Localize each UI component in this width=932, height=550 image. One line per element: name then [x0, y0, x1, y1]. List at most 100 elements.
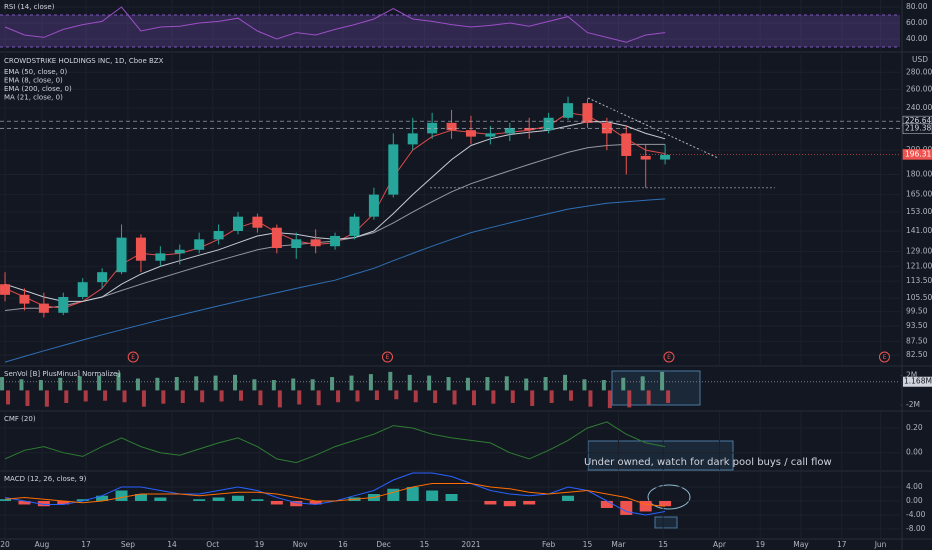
- highlight-box: [611, 370, 701, 406]
- volume-bar: [310, 379, 315, 391]
- candle-body: [77, 282, 88, 297]
- rsi-band: [0, 15, 900, 47]
- legend-entry: EMA (50, close, 0): [4, 68, 67, 76]
- volume-bar: [213, 375, 218, 391]
- x-tick-label: Mar: [611, 540, 626, 549]
- legend-entry: EMA (200, close, 0): [4, 85, 72, 93]
- candle-body: [194, 239, 205, 250]
- x-tick-label: 17: [81, 540, 91, 549]
- last-value-box: [903, 376, 932, 387]
- volume-bar: [180, 390, 185, 403]
- candle-body: [349, 216, 360, 236]
- x-tick-label: Oct: [206, 540, 219, 549]
- y-tick-label: 4.00: [906, 482, 923, 491]
- volume-bar: [465, 377, 470, 391]
- candle-body: [427, 122, 438, 134]
- y-tick-label: 129.00: [906, 247, 932, 256]
- macd-histogram-bar: [0, 499, 12, 501]
- volume-bar: [141, 390, 146, 407]
- candle-body: [388, 144, 399, 195]
- x-tick-label: 14: [167, 540, 177, 549]
- x-tick-label: 16: [338, 540, 348, 549]
- macd-histogram-bar: [37, 500, 50, 507]
- candle-body: [155, 253, 166, 261]
- y-tick-label: 165.00: [906, 190, 932, 199]
- volume-bar: [471, 390, 476, 406]
- volume-bar: [336, 390, 341, 403]
- volume-bar: [524, 378, 529, 391]
- volume-bar: [252, 379, 257, 391]
- volume-bar: [452, 390, 457, 405]
- volume-bar: [413, 390, 418, 403]
- candle-body: [0, 284, 11, 295]
- moving-average: [4, 198, 666, 363]
- candle-body: [504, 128, 515, 134]
- pane-title: SenVol [B] PlusMinus] Normalize]: [4, 370, 120, 378]
- macd-histogram-bar: [251, 499, 264, 501]
- x-tick-label: Sep: [121, 540, 135, 549]
- volume-bar: [446, 377, 451, 391]
- candle-body: [465, 130, 476, 137]
- volume-bar: [155, 377, 160, 391]
- macd-histogram-bar: [639, 500, 652, 512]
- price-label: 196.31: [905, 149, 931, 158]
- y-tick-label: 0.20: [906, 423, 923, 432]
- x-tick-label: 17: [837, 540, 847, 549]
- macd-histogram-bar: [154, 497, 167, 501]
- currency-label: USD: [912, 55, 928, 64]
- volume-bar: [316, 390, 321, 406]
- volume-bar: [407, 374, 412, 391]
- price-label-box: [902, 123, 932, 135]
- earnings-label: E: [131, 354, 135, 361]
- volume-bar: [563, 374, 568, 391]
- x-tick-label: 15: [658, 540, 668, 549]
- macd-histogram-bar: [484, 500, 497, 505]
- volume-bar: [543, 377, 548, 391]
- candle-body: [485, 133, 496, 137]
- macd-histogram-bar: [76, 499, 89, 501]
- candle-body: [660, 154, 671, 160]
- macd-histogram-bar: [503, 500, 516, 507]
- drawings: [587, 97, 734, 529]
- volume-bar: [58, 377, 63, 391]
- x-tick-label: 15: [583, 540, 593, 549]
- earnings-marker: [663, 351, 675, 363]
- volume-bar: [64, 390, 69, 403]
- macd-line: [4, 483, 666, 507]
- price-label: 219.38: [905, 124, 931, 133]
- pane-title: RSI (14, close): [4, 3, 55, 11]
- macd-histogram-bar: [96, 495, 109, 501]
- macd-histogram-bar: [57, 500, 70, 505]
- macd-histogram-bar: [309, 500, 322, 505]
- macd-histogram-bar: [270, 500, 283, 505]
- candle-body: [19, 294, 30, 304]
- candle-body: [330, 235, 341, 247]
- candle-body: [291, 239, 302, 248]
- volume-bar: [271, 380, 276, 391]
- volume-bar: [297, 390, 302, 405]
- macd-histogram-bar: [18, 500, 31, 505]
- macd-histogram-bar: [232, 495, 245, 501]
- y-tick-label: 40.00: [906, 34, 928, 43]
- volume-bar: [374, 390, 379, 401]
- volume-bar: [355, 390, 360, 402]
- earnings-label: E: [883, 354, 887, 361]
- y-tick-label: 180.00: [906, 169, 932, 178]
- earnings-label: E: [386, 354, 390, 361]
- volume-bar: [277, 390, 282, 408]
- x-tick-label: Jun: [874, 540, 887, 549]
- volume-bar: [627, 390, 632, 408]
- macd-histogram-bar: [387, 488, 400, 501]
- candle-body: [116, 237, 127, 273]
- highlight-box: [654, 516, 678, 529]
- volume-bar: [194, 376, 199, 391]
- volume-bar: [122, 390, 127, 403]
- volume-bar: [200, 390, 205, 403]
- earnings-marker: [381, 351, 393, 363]
- highlight-ellipse: [647, 484, 691, 510]
- macd-histogram-bar: [600, 500, 613, 508]
- x-tick-label: 19: [255, 540, 265, 549]
- candle-body: [252, 216, 263, 228]
- candle-body: [271, 227, 282, 248]
